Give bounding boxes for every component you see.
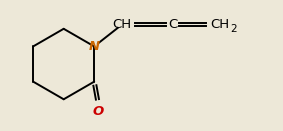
Text: N: N: [89, 40, 100, 53]
Text: CH: CH: [210, 18, 229, 31]
Text: CH: CH: [112, 18, 131, 31]
Text: 2: 2: [230, 24, 237, 34]
Text: C: C: [168, 18, 177, 31]
Text: O: O: [93, 105, 104, 119]
